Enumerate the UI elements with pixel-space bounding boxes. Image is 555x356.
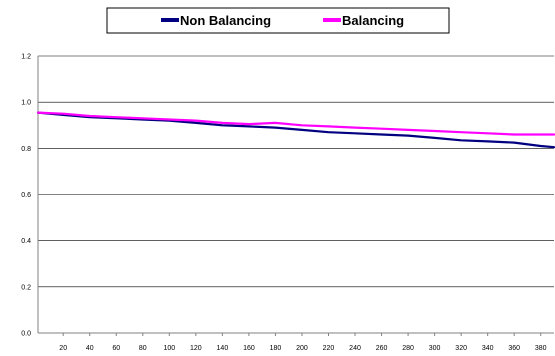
x-tick-label-7: 160 <box>243 345 255 351</box>
y-tick-label-2: 0.4 <box>21 238 31 245</box>
y-tick-label-5: 1.0 <box>21 100 31 107</box>
x-tick-label-4: 100 <box>163 345 175 351</box>
legend-label-1: Balancing <box>342 13 404 28</box>
x-tick-label-14: 300 <box>429 345 441 351</box>
y-tick-label-3: 0.6 <box>21 192 31 199</box>
x-tick-label-17: 360 <box>508 345 520 351</box>
x-tick-label-11: 240 <box>349 345 361 351</box>
x-tick-label-3: 80 <box>139 345 147 351</box>
series-line-0 <box>36 111 555 149</box>
legend-label-0: Non Balancing <box>180 13 271 28</box>
legend: Non Balancing Balancing <box>106 7 450 34</box>
plot-area: 0.0 0.2 0.4 0.6 0.8 1.0 1.2 20 40 60 80 100 120 140 16… <box>21 54 555 352</box>
x-tick-label-0: 20 <box>59 345 67 351</box>
x-tick-label-9: 200 <box>296 345 308 351</box>
x-tick-label-1: 40 <box>86 345 94 351</box>
y-tick-label-6: 1.2 <box>21 54 31 61</box>
x-tick-label-18: 380 <box>535 345 547 351</box>
x-tick-label-5: 120 <box>190 345 202 351</box>
x-tick-label-12: 260 <box>376 345 388 351</box>
x-tick-label-16: 340 <box>482 345 494 351</box>
x-tick-label-2: 60 <box>112 345 120 351</box>
y-tick-label-1: 0.2 <box>21 284 31 291</box>
y-tick-label-4: 0.8 <box>21 146 31 153</box>
x-tick-label-13: 280 <box>402 345 414 351</box>
series-line-1 <box>36 111 555 136</box>
y-tick-label-0: 0.0 <box>21 331 31 338</box>
x-tick-label-10: 220 <box>323 345 335 351</box>
x-tick-label-15: 320 <box>455 345 467 351</box>
x-tick-label-8: 180 <box>270 345 282 351</box>
x-tick-label-6: 140 <box>217 345 229 351</box>
